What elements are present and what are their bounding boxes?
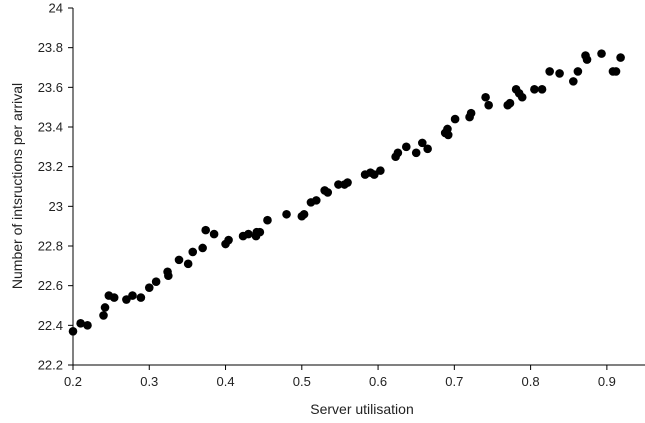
data-point	[174, 255, 184, 265]
x-axis-title: Server utilisation	[310, 401, 414, 417]
data-point	[582, 55, 592, 64]
data-point	[144, 283, 154, 292]
data-point	[423, 144, 432, 154]
data-point	[255, 227, 265, 237]
data-point	[481, 92, 490, 102]
x-tick-label: 0.6	[369, 374, 387, 389]
data-point	[450, 114, 460, 124]
y-tick-label: 22.6	[38, 278, 63, 293]
axes	[72, 8, 645, 366]
data-point	[109, 293, 119, 302]
data-point	[128, 291, 137, 300]
data-point	[505, 98, 515, 108]
data-point	[201, 225, 211, 235]
y-axis-ticks: 22.2 22.4 22.6 22.8 23 23.2 23.4 23.6 23.8 24	[38, 1, 73, 373]
data-point	[263, 215, 272, 225]
data-point	[530, 85, 539, 94]
data-point	[418, 138, 427, 148]
y-axis-title: Number of intsructions per arrival	[9, 83, 25, 289]
x-tick-label: 0.5	[293, 374, 311, 389]
data-point	[136, 293, 146, 302]
data-point	[183, 259, 193, 269]
x-tick-label: 0.3	[140, 374, 158, 389]
data-point	[198, 243, 207, 253]
x-tick-label: 0.4	[216, 374, 234, 389]
data-point	[83, 321, 92, 330]
data-point	[537, 85, 547, 94]
data-point	[411, 148, 421, 158]
data-point	[164, 271, 173, 281]
data-point	[569, 77, 578, 86]
y-tick-label: 23.6	[38, 80, 63, 95]
x-tick-label: 0.7	[445, 374, 463, 389]
data-point	[209, 229, 219, 239]
data-point	[616, 53, 625, 62]
y-tick-label: 23.2	[38, 159, 63, 174]
data-point	[369, 170, 379, 179]
data-point	[611, 67, 621, 76]
x-axis-ticks: 0.2 0.3 0.4 0.5 0.6 0.7 0.8 0.9	[64, 365, 616, 389]
data-point	[151, 277, 161, 287]
y-tick-label: 22.8	[38, 239, 63, 254]
data-point	[100, 303, 110, 312]
y-tick-label: 23.8	[38, 40, 63, 55]
y-tick-label: 24	[49, 1, 63, 16]
x-tick-label: 0.9	[598, 374, 616, 389]
data-point	[99, 311, 108, 320]
data-point	[401, 142, 411, 152]
data-point	[299, 209, 309, 219]
data-point	[517, 92, 527, 102]
data-point	[555, 69, 564, 78]
data-point	[343, 178, 352, 187]
data-point	[244, 229, 253, 239]
x-tick-label: 0.2	[64, 374, 82, 389]
data-point	[443, 130, 453, 140]
y-tick-label: 22.4	[38, 318, 63, 333]
x-tick-label: 0.8	[522, 374, 540, 389]
data-point	[76, 319, 85, 328]
data-point	[376, 166, 385, 175]
data-point	[334, 180, 343, 189]
data-point	[484, 100, 493, 110]
data-point	[122, 295, 131, 304]
data-point	[573, 67, 583, 76]
data-point	[311, 196, 321, 205]
y-tick-label: 22.2	[38, 358, 63, 373]
y-tick-label: 23	[49, 199, 63, 214]
data-point	[545, 67, 554, 76]
data-point	[224, 235, 233, 245]
data-point	[323, 188, 333, 197]
data-point	[393, 148, 403, 158]
data-point	[188, 247, 198, 257]
data-point	[466, 108, 476, 118]
data-point	[597, 49, 606, 58]
y-tick-label: 23.4	[38, 120, 63, 135]
data-point	[68, 326, 78, 336]
data-point	[282, 209, 291, 219]
data-points	[68, 49, 625, 336]
